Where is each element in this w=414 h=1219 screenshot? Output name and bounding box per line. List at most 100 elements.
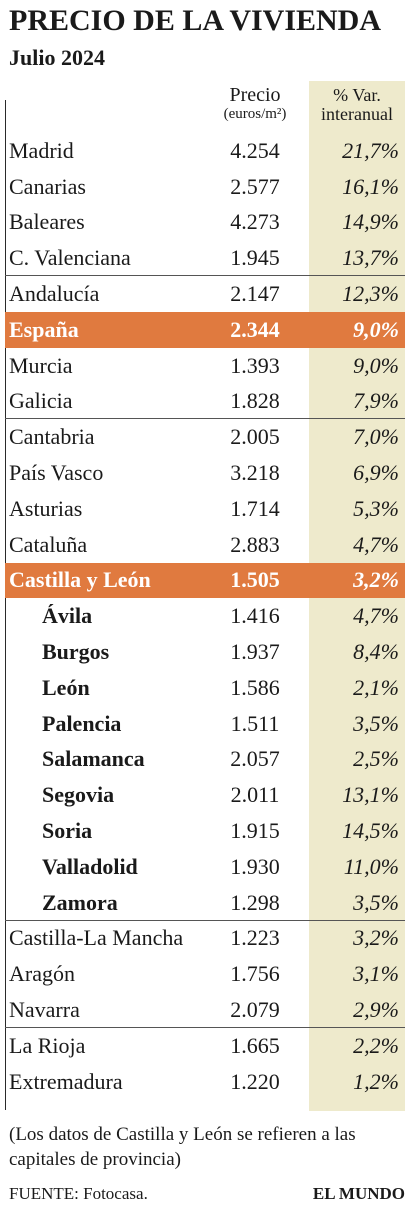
price-value: 1.828 <box>230 388 280 414</box>
price-value: 1.665 <box>230 1032 280 1058</box>
price-value: 2.079 <box>230 997 280 1023</box>
price-value: 1.298 <box>230 889 280 915</box>
table-row: Galicia 1.828 7,9% <box>5 384 405 420</box>
table-row: Cataluña 2.883 4,7% <box>5 527 405 563</box>
price-value: 2.005 <box>230 424 280 450</box>
table-row-province: León 1.586 2,1% <box>5 670 405 706</box>
variation-value: 5,3% <box>353 495 399 521</box>
price-value: 1.505 <box>230 567 280 593</box>
table-row: Extremadura 1.220 1,2% <box>5 1064 405 1100</box>
region-name: Murcia <box>9 352 73 378</box>
table-row-province: Zamora 1.298 3,5% <box>5 885 405 921</box>
price-value: 2.011 <box>230 782 280 808</box>
table-row: Castilla-La Mancha 1.223 3,2% <box>5 921 405 957</box>
price-value: 1.714 <box>230 495 280 521</box>
region-name: País Vasco <box>9 460 104 486</box>
price-value: 2.057 <box>230 746 280 772</box>
variation-value: 7,0% <box>353 424 399 450</box>
variation-value: 9,0% <box>353 352 399 378</box>
table-row-province: Salamanca 2.057 2,5% <box>5 742 405 778</box>
table-row: Murcia 1.393 9,0% <box>5 348 405 384</box>
variation-value: 7,9% <box>353 388 399 414</box>
group-divider <box>5 1027 405 1028</box>
table-row-province: Valladolid 1.930 11,0% <box>5 849 405 885</box>
footnote: (Los datos de Castilla y León se refiere… <box>9 1124 356 1170</box>
variation-value: 12,3% <box>342 281 399 307</box>
region-name: Extremadura <box>9 1068 123 1094</box>
region-name: León <box>42 674 90 700</box>
chart-title: PRECIO DE LA VIVIENDA <box>9 4 382 37</box>
table-row-highlight: España 2.344 9,0% <box>5 312 405 348</box>
variation-value: 9,0% <box>353 316 399 342</box>
table-row-province: Segovia 2.011 13,1% <box>5 777 405 813</box>
region-name: Madrid <box>9 137 74 163</box>
region-name: Castilla y León <box>9 567 151 593</box>
region-name: Ávila <box>42 603 93 629</box>
variation-value: 11,0% <box>343 853 399 879</box>
table-row: Madrid 4.254 21,7% <box>5 133 405 169</box>
region-name: Segovia <box>42 782 115 808</box>
price-value: 2.883 <box>230 531 280 557</box>
price-value: 1.220 <box>230 1068 280 1094</box>
variation-value: 4,7% <box>353 603 399 629</box>
variation-value: 3,1% <box>353 961 399 987</box>
variation-value: 2,9% <box>353 997 399 1023</box>
table-row-province: Soria 1.915 14,5% <box>5 813 405 849</box>
group-divider <box>5 275 405 277</box>
chart-subtitle: Julio 2024 <box>9 45 105 70</box>
variation-value: 13,7% <box>342 245 399 271</box>
variation-value: 3,5% <box>353 710 399 736</box>
region-name: Baleares <box>9 209 85 235</box>
table-row-province: Ávila 1.416 4,7% <box>5 598 405 634</box>
group-divider <box>5 418 405 420</box>
table-row: Baleares 4.273 14,9% <box>5 205 405 241</box>
variation-value: 14,9% <box>342 209 399 235</box>
table-row: C. Valenciana 1.945 13,7% <box>5 240 405 276</box>
price-value: 1.511 <box>230 710 280 736</box>
variation-header-line1: % Var. <box>333 85 381 105</box>
variation-value: 1,2% <box>353 1068 399 1094</box>
variation-value: 14,5% <box>342 818 399 844</box>
variation-value: 13,1% <box>342 782 399 808</box>
region-name: España <box>9 316 79 342</box>
variation-value: 2,5% <box>353 746 399 772</box>
table-row: Navarra 2.079 2,9% <box>5 992 405 1028</box>
region-name: Salamanca <box>42 746 145 772</box>
price-value: 1.945 <box>230 245 280 271</box>
region-name: Galicia <box>9 388 73 414</box>
table-row-highlight: Castilla y León 1.505 3,2% <box>5 562 405 599</box>
region-name: Navarra <box>9 997 80 1023</box>
price-value: 4.254 <box>230 137 280 163</box>
source-credit: FUENTE: Fotocasa. <box>9 1184 148 1203</box>
region-name: Palencia <box>42 710 122 736</box>
table-row: Aragón 1.756 3,1% <box>5 956 405 992</box>
table-row: Canarias 2.577 16,1% <box>5 169 405 205</box>
price-value: 2.147 <box>230 281 280 307</box>
variation-value: 3,2% <box>353 567 399 593</box>
price-value: 1.937 <box>230 639 280 665</box>
variation-value: 8,4% <box>353 639 399 665</box>
variation-value: 4,7% <box>353 531 399 557</box>
group-divider <box>5 919 405 921</box>
table-row-province: Palencia 1.511 3,5% <box>5 706 405 742</box>
variation-value: 21,7% <box>342 137 399 163</box>
price-value: 1.756 <box>230 961 280 987</box>
publisher-brand: EL MUNDO <box>312 1184 405 1203</box>
price-column-header: Precio (euros/m²) <box>205 84 305 122</box>
variation-value: 3,5% <box>353 889 399 915</box>
variation-value: 16,1% <box>342 173 399 199</box>
region-name: Asturias <box>9 495 83 521</box>
region-name: Soria <box>42 818 93 844</box>
region-name: Aragón <box>9 961 75 987</box>
variation-header-line2: interanual <box>321 104 393 124</box>
table-left-rule <box>5 100 6 1110</box>
price-value: 2.577 <box>230 173 280 199</box>
variation-value: 2,2% <box>353 1032 399 1058</box>
variation-value: 6,9% <box>353 460 399 486</box>
region-name: C. Valenciana <box>9 245 131 271</box>
price-value: 1.930 <box>230 853 280 879</box>
region-name: Valladolid <box>42 853 138 879</box>
price-value: 2.344 <box>230 316 280 342</box>
table-row-province: Burgos 1.937 8,4% <box>5 634 405 670</box>
